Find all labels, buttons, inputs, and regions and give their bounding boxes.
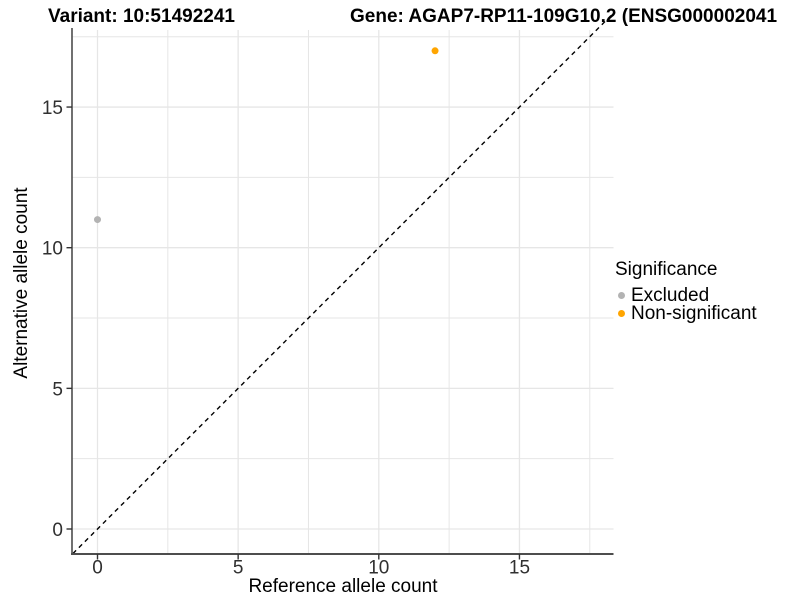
x-tick-label: 15 [509, 558, 530, 579]
legend-dot-icon [618, 309, 625, 317]
data-point-non-significant [431, 47, 439, 55]
legend-dot-icon [618, 291, 625, 299]
legend-item: Excluded [613, 284, 757, 306]
x-axis-title: Reference allele count [248, 576, 438, 597]
y-tick-label: 15 [42, 98, 63, 119]
y-tick-label: 10 [42, 239, 63, 260]
legend-item: Non-significant [613, 302, 757, 324]
x-tick-label: 5 [233, 558, 244, 579]
y-tick-label: 0 [52, 520, 63, 541]
y-tick-label: 5 [52, 379, 63, 400]
gene-title: Gene: AGAP7-RP11-109G10.2 (ENSG000002041 [350, 6, 778, 27]
legend-title: Significance [615, 259, 718, 280]
x-tick-label: 10 [368, 558, 389, 579]
legend-item-label: Non-significant [631, 302, 757, 324]
x-tick-label: 0 [92, 558, 103, 579]
identity-line [72, 11, 615, 555]
data-point-excluded [94, 216, 101, 224]
legend-item-label: Excluded [631, 284, 710, 306]
y-axis-title: Alternative allele count [11, 187, 32, 379]
variant-title: Variant: 10:51492241 [48, 6, 235, 27]
legend: Significance Excluded Non-significant [613, 259, 757, 324]
